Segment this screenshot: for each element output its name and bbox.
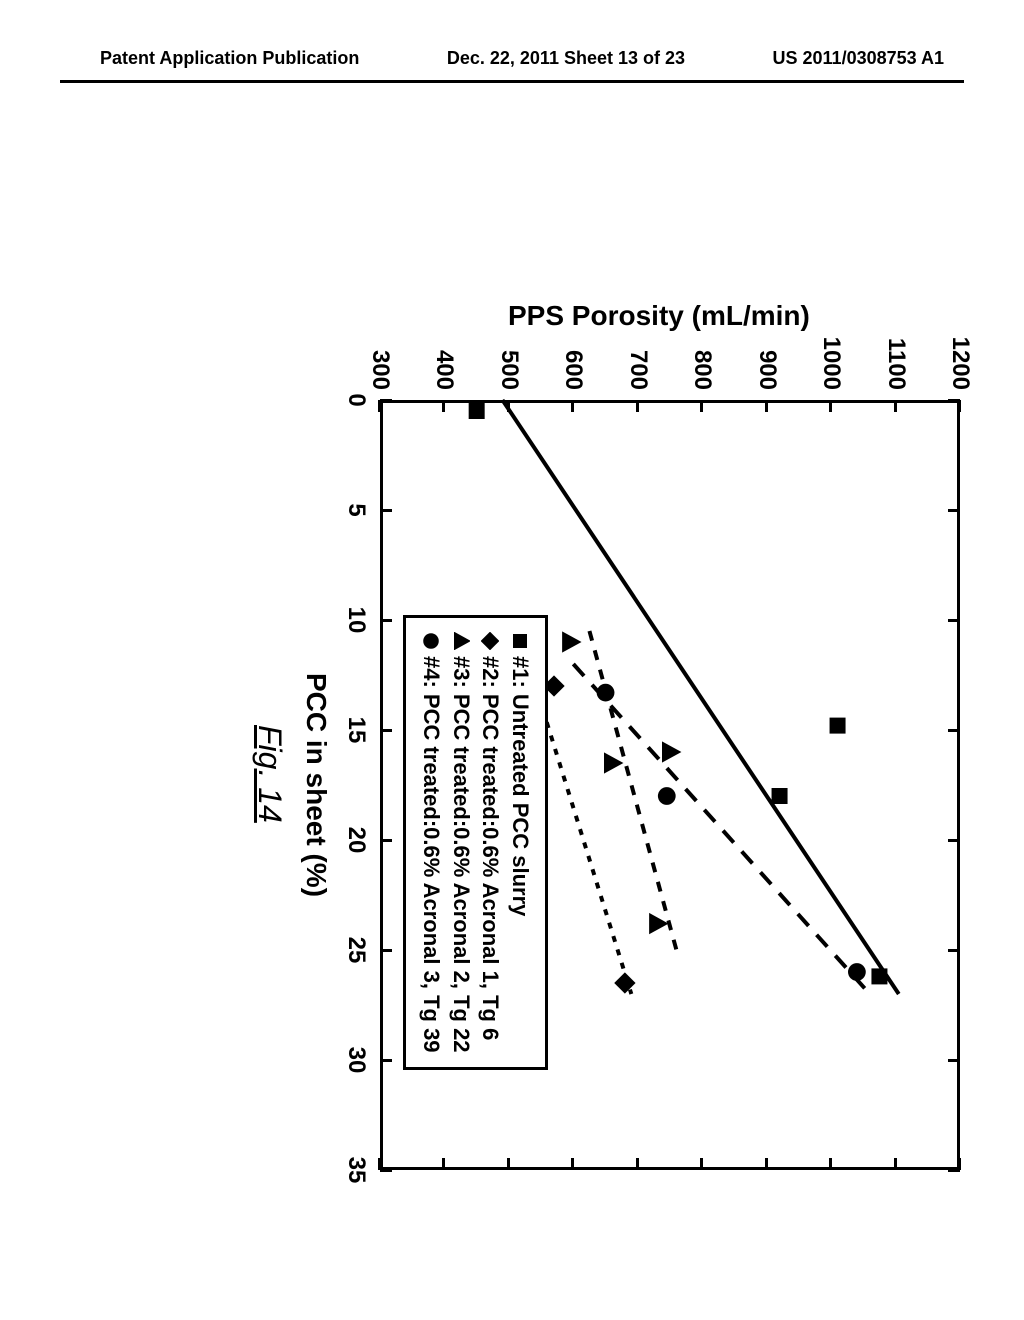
chart-legend: #1: Untreated PCC slurry#2: PCC treated:…	[403, 615, 548, 1070]
legend-label: #3: PCC treated:0.6% Acronal 2, Tg 22	[446, 656, 476, 1053]
page-header: Patent Application Publication Dec. 22, …	[0, 48, 1024, 69]
diamond-icon	[481, 632, 499, 650]
data-marker	[423, 633, 439, 649]
figure-label: Fig. 14	[251, 725, 288, 823]
square-icon	[511, 632, 529, 650]
legend-label: #1: Untreated PCC slurry	[505, 656, 535, 916]
legend-row: #2: PCC treated:0.6% Acronal 1, Tg 6	[476, 632, 506, 1053]
header-center: Dec. 22, 2011 Sheet 13 of 23	[447, 48, 685, 69]
triangle-icon	[452, 632, 470, 650]
legend-label: #2: PCC treated:0.6% Acronal 1, Tg 6	[476, 656, 506, 1040]
data-marker	[454, 632, 470, 650]
data-marker	[830, 718, 846, 734]
header-rule	[60, 80, 964, 83]
legend-row: #1: Untreated PCC slurry	[505, 632, 535, 1053]
circle-icon	[422, 632, 440, 650]
legend-label: #4: PCC treated:0.6% Acronal 3, Tg 39	[416, 656, 446, 1053]
data-marker	[848, 963, 866, 981]
data-marker	[649, 913, 668, 934]
data-marker	[614, 972, 635, 993]
data-marker	[481, 632, 499, 650]
data-marker	[662, 741, 681, 762]
data-marker	[597, 684, 615, 702]
data-marker	[871, 968, 887, 984]
y-axis-title: PPS Porosity (mL/min)	[508, 300, 810, 332]
legend-row: #3: PCC treated:0.6% Acronal 2, Tg 22	[446, 632, 476, 1053]
data-marker	[469, 403, 485, 419]
data-marker	[562, 631, 581, 652]
porosity-chart: 300400500600700800900100011001200 051015…	[220, 270, 980, 1210]
header-left: Patent Application Publication	[100, 48, 359, 69]
legend-row: #4: PCC treated:0.6% Acronal 3, Tg 39	[416, 632, 446, 1053]
data-marker	[513, 634, 527, 648]
fit-line	[502, 400, 898, 994]
fit-line	[573, 664, 869, 994]
data-marker	[772, 788, 788, 804]
figure-rotated-wrap: 300400500600700800900100011001200 051015…	[40, 270, 980, 1030]
data-marker	[658, 787, 676, 805]
x-axis-title: PCC in sheet (%)	[300, 665, 332, 905]
plot-svg	[220, 270, 980, 1210]
data-marker	[604, 752, 623, 773]
header-right: US 2011/0308753 A1	[773, 48, 944, 69]
